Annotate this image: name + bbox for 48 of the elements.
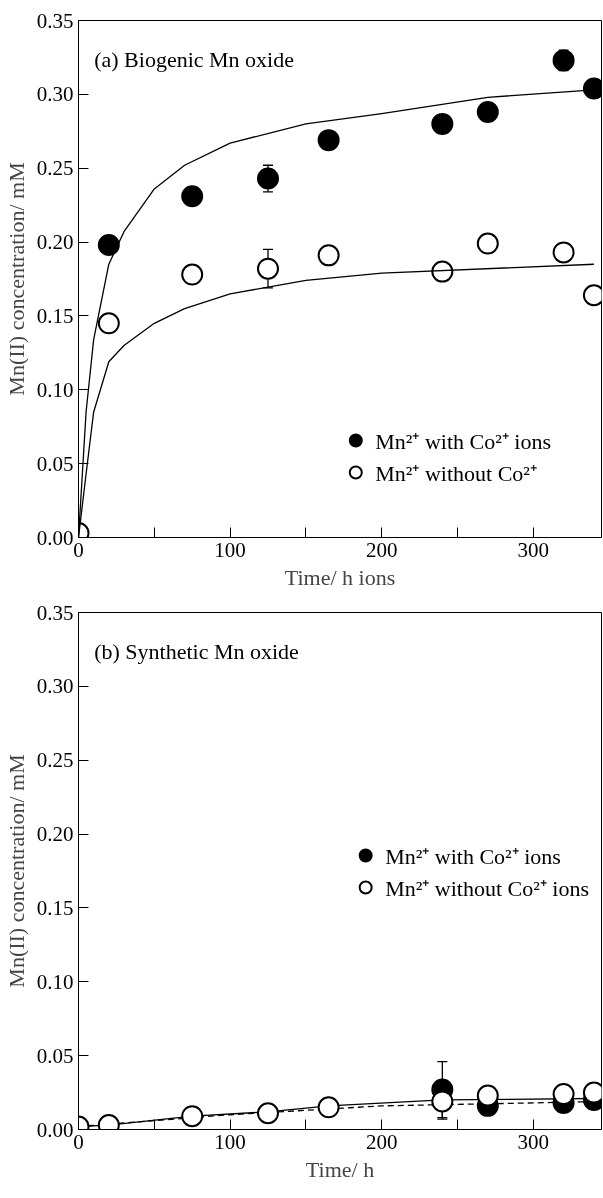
point bbox=[476, 101, 499, 124]
y-tick-label: 0.00 bbox=[36, 525, 74, 550]
y-axis-title: Mn(II) concentration/ mM bbox=[3, 162, 29, 396]
point bbox=[552, 49, 575, 72]
x-tick-label: 100 bbox=[214, 537, 246, 562]
y-tick-label: 0.20 bbox=[36, 822, 74, 847]
x-tick-label: 0 bbox=[73, 1129, 84, 1154]
legend-label: Mn²⁺ without Co²⁺ bbox=[375, 460, 537, 487]
y-tick-label: 0.10 bbox=[36, 377, 74, 402]
y-tick-label: 0.10 bbox=[36, 969, 74, 994]
x-tick-label: 200 bbox=[365, 537, 398, 562]
point bbox=[97, 312, 120, 335]
x-axis-title: Time/ h ions bbox=[284, 564, 396, 590]
y-tick-label: 0.25 bbox=[36, 156, 74, 181]
y-tick-label: 0.25 bbox=[36, 748, 74, 773]
point bbox=[181, 185, 204, 208]
point bbox=[317, 244, 340, 267]
legend-label: Mn²⁺ without Co²⁺ ions bbox=[385, 874, 589, 902]
x-tick-label: 300 bbox=[517, 537, 550, 562]
legend-label: Mn²⁺ with Co²⁺ ions bbox=[375, 428, 551, 455]
point bbox=[476, 232, 499, 255]
x-tick-label: 100 bbox=[214, 1129, 246, 1154]
x-axis-title: Time/ h bbox=[305, 1156, 375, 1182]
y-tick-label: 0.15 bbox=[36, 303, 74, 328]
y-tick-label: 0.15 bbox=[36, 895, 74, 920]
point bbox=[552, 241, 575, 264]
y-axis-title: Mn(II) concentration/ mM bbox=[3, 754, 29, 988]
x-tick-label: 200 bbox=[365, 1129, 398, 1154]
text: (b) Synthetic Mn oxide bbox=[94, 639, 299, 665]
y-tick-label: 0.30 bbox=[36, 82, 74, 107]
x-tick-label: 0 bbox=[73, 537, 84, 562]
legend-label: Mn²⁺ with Co²⁺ ions bbox=[385, 842, 561, 870]
point bbox=[431, 112, 454, 135]
y-tick-label: 0.30 bbox=[36, 674, 74, 699]
y-tick-label: 0.35 bbox=[36, 600, 74, 625]
x-tick-label: 300 bbox=[517, 1129, 550, 1154]
y-tick-label: 0.05 bbox=[36, 451, 74, 476]
point bbox=[256, 257, 279, 280]
point bbox=[97, 234, 120, 257]
point bbox=[181, 263, 204, 286]
y-tick-label: 0.05 bbox=[36, 1043, 74, 1068]
point bbox=[431, 260, 454, 283]
text: (a) Biogenic Mn oxide bbox=[94, 47, 294, 73]
y-tick-label: 0.20 bbox=[36, 230, 74, 255]
point bbox=[256, 167, 279, 190]
y-tick-label: 0.00 bbox=[36, 1117, 74, 1142]
y-tick-label: 0.35 bbox=[36, 8, 74, 33]
point bbox=[317, 129, 340, 152]
